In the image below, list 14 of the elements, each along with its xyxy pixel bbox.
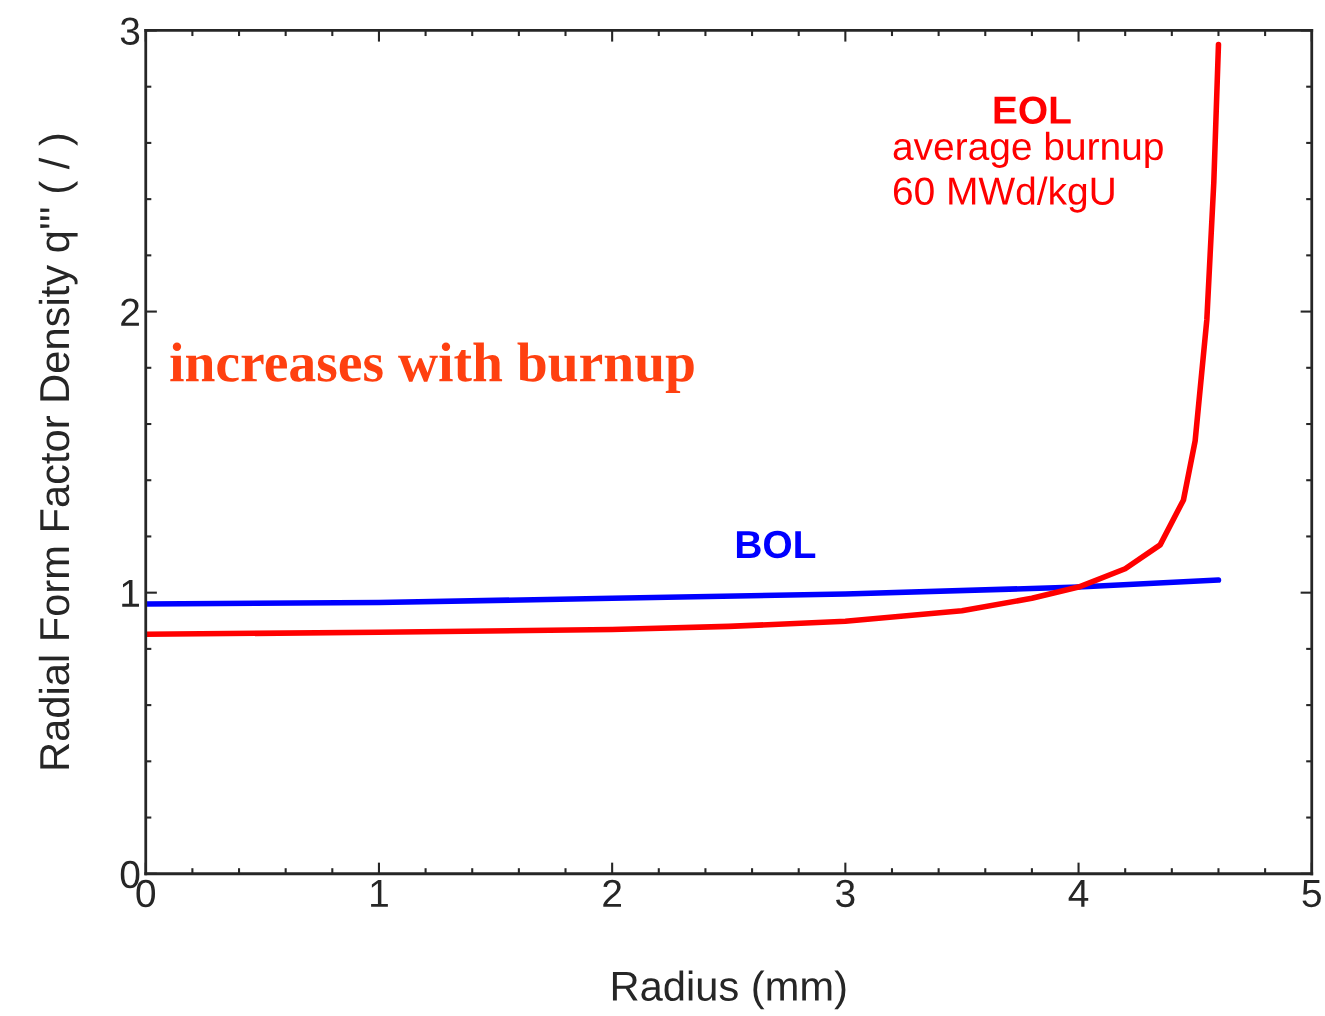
annotation: increases with burnup <box>170 342 694 393</box>
y-tick-label: 3 <box>120 17 140 45</box>
y-tick-label: 2 <box>121 298 139 326</box>
x-axis-title: Radius (mm) <box>612 970 846 1010</box>
x-tick-label: 2 <box>603 879 622 907</box>
x-tick-label: 5 <box>1302 880 1321 908</box>
series-label: BOL <box>736 530 816 559</box>
text: EOL <box>994 96 1071 124</box>
x-tick-label: 4 <box>1068 880 1089 907</box>
annotation: average burnup 60 MWd/kgU <box>893 131 1163 213</box>
x-tick-label: 1 <box>371 880 388 907</box>
y-tick-label: 1 <box>122 580 139 607</box>
x-tick-label: 3 <box>836 879 855 908</box>
y-axis-title: Radial Form Factor Density q''' ( / ) <box>38 134 78 769</box>
